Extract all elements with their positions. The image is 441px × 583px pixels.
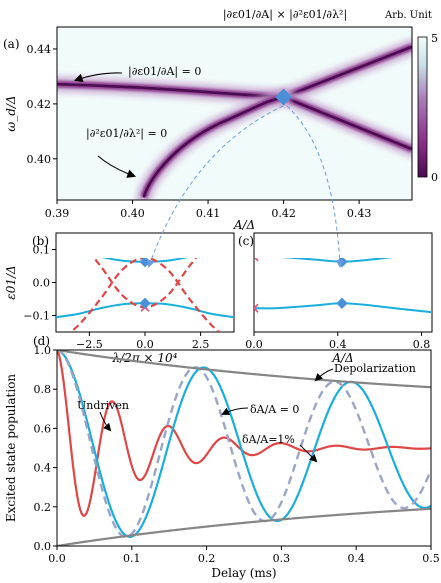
heatmap-layer	[57, 38, 412, 200]
d-series-line-4	[57, 507, 431, 546]
d-ytick-label: 0.2	[34, 501, 52, 514]
arrow-delta-one	[299, 444, 318, 463]
a-ylabel: ω_d/Δ	[4, 95, 18, 131]
a-ytick-label: 0.40	[27, 153, 52, 166]
a-xtick-label: 0.40	[120, 207, 145, 220]
a-xlabel: A/Δ	[233, 218, 255, 232]
b-xlabel: λ/2π × 10⁴	[112, 351, 178, 365]
annotation-arrow-second	[97, 155, 137, 178]
annotation-second-derivative: |∂²ε01/∂λ²| = 0	[86, 127, 167, 141]
b-ytick-label: −0.1	[23, 310, 50, 323]
axis-c: 0.0 0.4 0.8 A/Δ	[245, 332, 430, 365]
d-xtick-label: 0.3	[273, 552, 291, 565]
axis-d: 0.0 0.1 0.2 0.3 0.4 0.5 0.0 0.2 0.4 0.6 0.8 1.0 Dela…	[4, 344, 440, 580]
b-ytick-label: 0.0	[33, 277, 51, 290]
connector-to-c	[286, 105, 344, 268]
c-diamond-marker-0	[336, 258, 348, 268]
panel-b-frame	[55, 232, 235, 333]
annotation-arrow-first	[73, 72, 123, 83]
b-xtick-label: 2.5	[192, 338, 210, 351]
b-diamond-marker-1	[139, 297, 151, 309]
b-xtick-label: 0.0	[136, 338, 154, 351]
panel-b-label: (b)	[32, 234, 49, 248]
colorbar-tick-min: 0	[431, 171, 438, 184]
colorbar-header: |∂ε01/∂A| × |∂²ε01/∂λ²|	[223, 8, 347, 22]
d-ylabel: Excited state population	[4, 374, 18, 523]
panel-c: (c) 0.0 0.4 0.8 A/Δ	[238, 232, 433, 365]
d-ytick-label: 0.8	[34, 383, 52, 396]
connector-to-b	[147, 105, 284, 268]
panel-c-frame	[253, 232, 433, 333]
colorbar	[417, 36, 428, 178]
a-ytick-label: 0.44	[27, 43, 52, 56]
c-series-line-0	[280, 258, 393, 263]
b-diamond-marker-0	[139, 258, 151, 268]
panel-a: (a) |∂ε01/∂A| × |∂²ε01/∂λ²| Arb. Unit 0.…	[3, 8, 438, 232]
d-xtick-label: 0.1	[123, 552, 141, 565]
d-xlabel: Delay (ms)	[211, 566, 276, 580]
a-xtick-label: 0.41	[196, 207, 221, 220]
panel-a-label: (a)	[3, 37, 20, 51]
colorbar-unit: Arb. Unit	[384, 10, 432, 21]
c-xtick-label: 0.4	[329, 338, 347, 351]
axis-b: −2.5 0.0 2.5 0.1 0.0 −0.1 λ/2π × 10⁴ ε01/Δ	[4, 244, 209, 366]
c-xlabel: A/Δ	[331, 351, 353, 365]
a-xtick-label: 0.42	[271, 207, 296, 220]
d-ytick-label: 0.0	[34, 540, 52, 553]
b-xtick-label: −2.5	[76, 338, 103, 351]
axis-a: 0.39 0.40 0.41 0.42 0.43 0.40 0.42 0.44 A/Δ ω_d/Δ	[4, 43, 371, 232]
d-series-line-1	[57, 350, 431, 538]
panel-d-frame	[56, 349, 432, 547]
heat-band-arc	[142, 95, 284, 198]
heat-band-lower	[283, 95, 412, 151]
b-ylabel: ε01/Δ	[4, 265, 18, 299]
arrow-delta-zero	[221, 407, 249, 415]
c-cross-marker-0	[254, 258, 259, 262]
panel-d: (d) 0.0 0.1 0.2 0.3 0.4 0.5 0.0 0.2 0.4 0.6 0.8 1.0…	[4, 334, 440, 580]
panel-b: (b) −2.5 0.0 2.5 0.1 0.0 −0.1 λ/2π × 10⁴ ε01/Δ	[4, 232, 235, 366]
d-xtick-label: 0.4	[347, 552, 365, 565]
b-series-line-3	[69, 258, 221, 332]
c-xtick-label: 0.0	[245, 338, 263, 351]
d-series-line-2	[57, 350, 431, 539]
a-ytick-label: 0.42	[27, 98, 52, 111]
d-ytick-label: 1.0	[34, 344, 52, 357]
panel-d-label: (d)	[33, 334, 50, 348]
plot-d	[57, 350, 431, 546]
c-diamond-marker-1	[336, 297, 348, 309]
colorbar-tick-max: 5	[431, 32, 438, 45]
annotation-delta-one: δA/A=1%	[242, 433, 295, 446]
d-xtick-label: 0.2	[198, 552, 216, 565]
annotation-delta-zero: δA/A = 0	[250, 403, 299, 416]
plot-c	[254, 258, 432, 314]
panel-c-label: (c)	[238, 234, 254, 248]
d-xtick-label: 0.0	[48, 552, 66, 565]
operating-point-marker	[275, 88, 293, 106]
plot-b	[56, 258, 234, 332]
d-ytick-label: 0.6	[34, 422, 52, 435]
c-xtick-label: 0.8	[413, 338, 431, 351]
d-xtick-label: 0.5	[422, 552, 440, 565]
d-series-line-0	[57, 350, 431, 518]
b-ytick-label: 0.1	[33, 244, 51, 257]
annotation-depolarization: Depolarization	[334, 362, 416, 375]
c-series-line-1	[254, 302, 432, 314]
heatmap-frame	[56, 26, 413, 201]
arrow-undriven	[99, 411, 112, 432]
a-xtick-label: 0.43	[347, 207, 372, 220]
annotation-first-derivative: |∂ε01/∂A| = 0	[128, 65, 201, 79]
c-cross-marker-1	[254, 303, 259, 313]
d-ytick-label: 0.4	[34, 462, 52, 475]
annotation-undriven: Undriven	[77, 399, 129, 412]
a-xtick-label: 0.39	[45, 207, 70, 220]
d-series-line-3	[57, 350, 431, 389]
arrow-depolarization	[314, 368, 334, 382]
